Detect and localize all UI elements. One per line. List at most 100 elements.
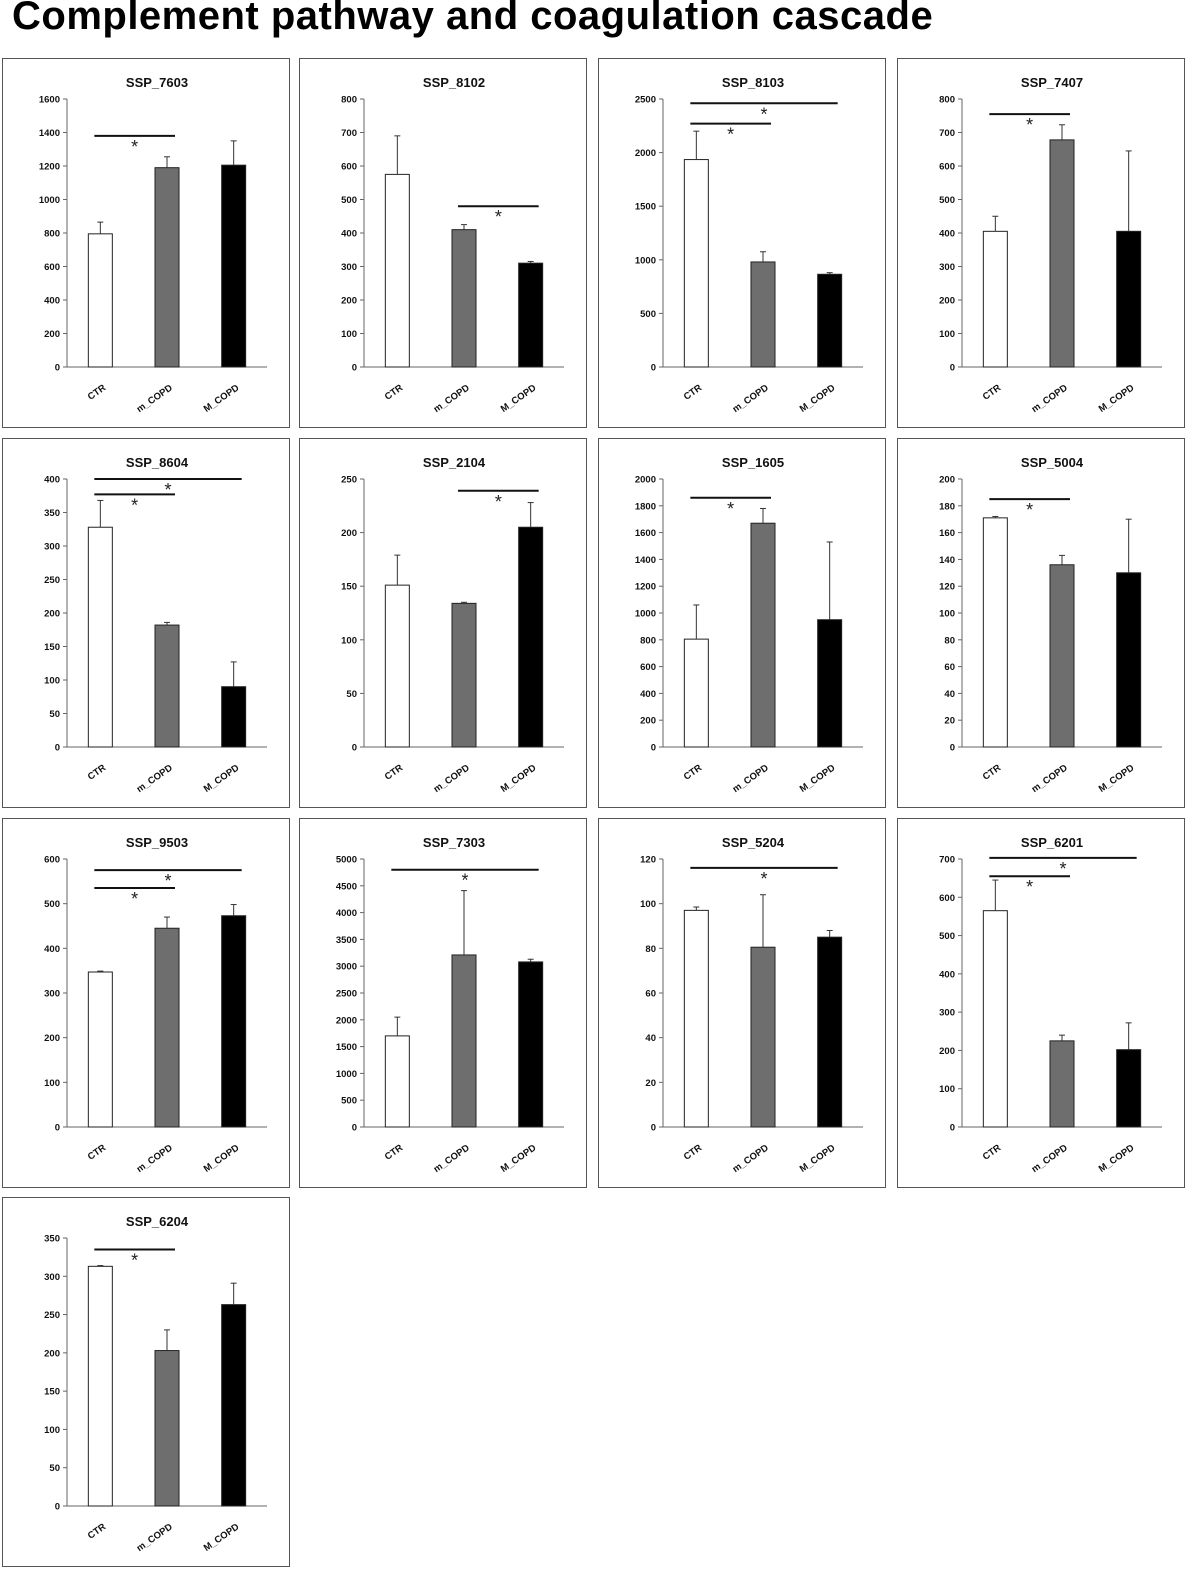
- y-tick-label: 1500: [336, 1042, 357, 1053]
- category-label: M_COPD: [202, 382, 242, 414]
- y-tick-label: 100: [939, 329, 955, 340]
- significance-star: *: [727, 499, 734, 519]
- bar-m_copd: [1116, 230, 1142, 368]
- y-tick-label: 120: [939, 582, 955, 593]
- category-label: CTR: [383, 762, 405, 782]
- significance-star: *: [164, 871, 171, 891]
- y-tick-label: 2500: [336, 989, 357, 1000]
- y-tick-label: 1200: [635, 582, 656, 593]
- category-label: M_COPD: [798, 1142, 838, 1174]
- y-tick-label: 400: [44, 944, 60, 955]
- y-tick-label: 140: [939, 555, 955, 566]
- y-tick-label: 600: [44, 262, 60, 273]
- bar-m_copd: [221, 686, 247, 748]
- y-tick-label: 500: [939, 195, 955, 206]
- bar-chart: SSP_7603 0 200 400 600 800 1000 1200 1400 1600 CTR…: [39, 75, 267, 415]
- significance-star: *: [495, 492, 502, 512]
- y-tick-label: 2000: [336, 1015, 357, 1026]
- y-tick-label: 100: [341, 635, 357, 646]
- y-tick-label: 3500: [336, 935, 357, 946]
- y-tick-label: 200: [44, 1033, 60, 1044]
- category-label: CTR: [86, 382, 108, 402]
- y-tick-label: 1600: [635, 528, 656, 539]
- chart-title: SSP_5204: [722, 835, 785, 850]
- category-label: M_COPD: [1097, 1142, 1137, 1174]
- y-tick-label: 50: [49, 709, 60, 720]
- category-label: M_COPD: [798, 762, 838, 794]
- y-tick-label: 200: [341, 528, 357, 539]
- category-label: M_COPD: [1097, 762, 1137, 794]
- y-tick-label: 80: [944, 635, 955, 646]
- bar-m_copd: [451, 954, 477, 1128]
- chart-panel-ssp_9503: SSP_9503 0 100 200 300 400 500 600 CTR m_COPD M_CO…: [2, 818, 290, 1188]
- y-tick-label: 20: [645, 1078, 656, 1089]
- chart-panel-ssp_7303: SSP_7303 0 500 1000 1500 2000 2500 3000 3500 4000…: [299, 818, 587, 1188]
- y-tick-label: 0: [352, 1123, 357, 1134]
- y-tick-label: 250: [341, 475, 357, 486]
- y-tick-label: 300: [939, 262, 955, 273]
- bar-m_copd: [1116, 1049, 1142, 1128]
- bar-m_copd: [817, 936, 843, 1128]
- y-tick-label: 700: [939, 855, 955, 866]
- y-tick-label: 600: [44, 855, 60, 866]
- y-tick-label: 160: [939, 528, 955, 539]
- bar-ctr: [384, 1035, 410, 1128]
- bar-chart: SSP_2104 0 50 100 150 200 250 CTR m_COPD M_COPD *: [341, 455, 564, 795]
- bar-chart: SSP_1605 0 200 400 600 800 1000 1200 1400 1600 180…: [635, 455, 863, 795]
- y-tick-label: 300: [44, 989, 60, 1000]
- chart-panel-ssp_7407: SSP_7407 0 100 200 300 400 500 600 700 800 CTR m_CO…: [897, 58, 1185, 428]
- chart-panel-ssp_2104: SSP_2104 0 50 100 150 200 250 CTR m_COPD M_COPD *: [299, 438, 587, 808]
- chart-panel-ssp_5204: SSP_5204 0 20 40 60 80 100 120 CTR m_COPD M_COPD *: [598, 818, 886, 1188]
- category-label: CTR: [86, 1521, 108, 1541]
- y-tick-label: 300: [341, 262, 357, 273]
- y-tick-label: 600: [939, 162, 955, 173]
- y-tick-label: 100: [44, 676, 60, 687]
- bar-chart: SSP_8103 0 500 1000 1500 2000 2500 CTR m_COPD M_C…: [635, 75, 863, 415]
- y-tick-label: 150: [44, 1387, 60, 1398]
- bar-m_copd: [750, 946, 776, 1128]
- bar-chart: SSP_8102 0 100 200 300 400 500 600 700 800 CTR m_CO…: [341, 75, 564, 415]
- bar-ctr: [683, 909, 709, 1128]
- significance-star: *: [131, 1250, 138, 1270]
- significance-star: *: [131, 889, 138, 909]
- bar-ctr: [683, 638, 709, 748]
- bar-m_copd: [750, 261, 776, 368]
- y-tick-label: 200: [341, 296, 357, 307]
- y-tick-label: 1400: [635, 555, 656, 566]
- y-tick-label: 0: [950, 363, 955, 374]
- bar-chart: SSP_8604 0 50 100 150 200 250 300 350 400 CTR m_COP…: [44, 455, 267, 795]
- significance-star: *: [495, 207, 502, 227]
- bar-m_copd: [1049, 564, 1075, 748]
- bar-ctr: [87, 526, 113, 748]
- bar-m_copd: [154, 1350, 180, 1507]
- y-tick-label: 500: [341, 1096, 357, 1107]
- y-tick-label: 5000: [336, 855, 357, 866]
- category-label: m_COPD: [432, 762, 472, 795]
- category-label: M_COPD: [202, 762, 242, 794]
- y-tick-label: 40: [645, 1033, 656, 1044]
- y-tick-label: 200: [939, 475, 955, 486]
- bar-ctr: [87, 971, 113, 1128]
- chart-title: SSP_7603: [126, 75, 188, 90]
- chart-title: SSP_8604: [126, 455, 189, 470]
- y-tick-label: 400: [341, 229, 357, 240]
- bar-ctr: [87, 1265, 113, 1507]
- bar-m_copd: [518, 262, 544, 368]
- y-tick-label: 1400: [39, 128, 60, 139]
- category-label: CTR: [86, 1142, 108, 1162]
- y-tick-label: 200: [939, 296, 955, 307]
- bar-chart: SSP_7407 0 100 200 300 400 500 600 700 800 CTR m_CO…: [939, 75, 1162, 415]
- y-tick-label: 100: [939, 1084, 955, 1095]
- y-tick-label: 2500: [635, 95, 656, 106]
- bar-chart: SSP_9503 0 100 200 300 400 500 600 CTR m_COPD M_CO…: [44, 835, 267, 1175]
- y-tick-label: 600: [341, 162, 357, 173]
- y-tick-label: 0: [55, 363, 60, 374]
- chart-panel-ssp_6204: SSP_6204 0 50 100 150 200 250 300 350 CTR m_COPD M_…: [2, 1197, 290, 1567]
- y-tick-label: 200: [44, 609, 60, 620]
- chart-panel-ssp_7603: SSP_7603 0 200 400 600 800 1000 1200 1400 1600 CTR…: [2, 58, 290, 428]
- y-tick-label: 50: [49, 1463, 60, 1474]
- chart-panel-ssp_5004: SSP_5004 0 20 40 60 80 100 120 140 160 180 200 CTR m_…: [897, 438, 1185, 808]
- y-tick-label: 1000: [635, 255, 656, 266]
- chart-title: SSP_7303: [423, 835, 485, 850]
- category-label: CTR: [981, 1142, 1003, 1162]
